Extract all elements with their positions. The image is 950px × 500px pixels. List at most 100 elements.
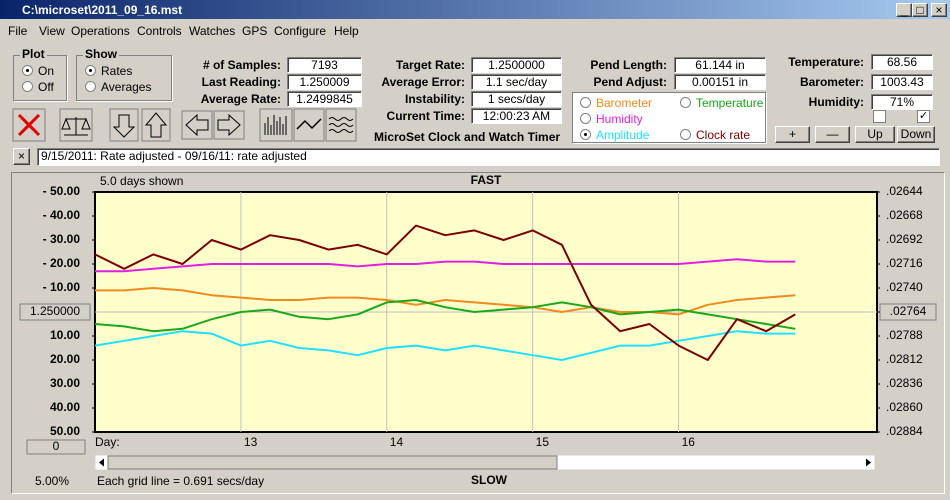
radio[interactable] xyxy=(680,129,691,140)
menu-item[interactable]: Controls xyxy=(137,24,182,38)
radio[interactable] xyxy=(580,113,591,124)
y2-tick-label: .02716 xyxy=(886,256,923,270)
caption: MicroSet Clock and Watch Timer xyxy=(374,130,561,144)
radio[interactable] xyxy=(680,97,691,108)
offset-button[interactable] xyxy=(26,439,86,455)
button[interactable]: Up xyxy=(855,126,895,143)
menu-item[interactable]: View xyxy=(39,24,65,38)
x-label: Day: xyxy=(95,435,120,449)
field-value[interactable]: 61.144 in xyxy=(674,57,766,73)
field-label: Humidity: xyxy=(808,95,864,109)
notes-close[interactable]: × xyxy=(13,148,30,165)
x-tick-label: 15 xyxy=(536,435,550,449)
menu-item[interactable]: Help xyxy=(334,24,359,38)
field-value[interactable]: 7193 xyxy=(287,57,362,73)
field-value[interactable]: 1.1 sec/day xyxy=(471,74,562,90)
plot-group xyxy=(13,55,67,101)
series-line xyxy=(95,287,796,316)
minimize[interactable]: _ xyxy=(896,3,912,17)
tool-button[interactable] xyxy=(12,108,46,142)
y-tick-label: - 20.00 xyxy=(43,256,81,270)
button[interactable]: — xyxy=(815,126,850,143)
tool-button[interactable] xyxy=(59,108,93,142)
legend-item[interactable]: Temperature xyxy=(680,96,763,110)
field-label: Target Rate: xyxy=(395,58,465,72)
radio[interactable]: Rates xyxy=(85,64,132,78)
tool-button[interactable] xyxy=(141,108,171,142)
field-value[interactable]: 0.00151 in xyxy=(674,74,766,90)
legend-item[interactable]: Clock rate xyxy=(680,128,750,142)
field-value[interactable]: 1.2500000 xyxy=(471,57,562,73)
y-tick-label: 40.00 xyxy=(50,400,80,414)
legend-item[interactable]: Barometer xyxy=(580,96,652,110)
button[interactable]: + xyxy=(775,126,810,143)
tool-button[interactable] xyxy=(109,108,139,142)
checkbox[interactable]: ✓ xyxy=(917,110,930,123)
menu-item[interactable]: GPS xyxy=(242,24,268,38)
field-value[interactable]: 1 secs/day xyxy=(471,91,562,107)
footer: Each grid line = 0.691 secs/day xyxy=(97,474,264,488)
checkbox[interactable] xyxy=(873,110,886,123)
series-line xyxy=(94,299,796,333)
y-tick-label: - 40.00 xyxy=(43,208,81,222)
chart-frame xyxy=(11,172,945,494)
menu-item[interactable]: File xyxy=(8,24,28,38)
legend-label: Clock rate xyxy=(696,128,751,142)
radio-label: Off xyxy=(38,80,54,94)
maximize[interactable]: □ xyxy=(912,3,928,17)
legend-label: Amplitude xyxy=(596,128,650,142)
field-label: Average Rate: xyxy=(200,92,281,106)
button[interactable]: Down xyxy=(897,126,935,143)
tool-button[interactable] xyxy=(213,110,245,140)
field-label: Last Reading: xyxy=(201,75,281,89)
field-value[interactable]: 1.2499845 xyxy=(287,91,362,107)
menu-item[interactable]: Configure xyxy=(274,24,327,38)
legend-item[interactable]: Amplitude xyxy=(580,128,649,142)
field-value[interactable]: 71% xyxy=(871,94,933,110)
tool-button[interactable] xyxy=(325,108,357,142)
field-label: Temperature: xyxy=(788,55,864,69)
field-label: Barometer: xyxy=(799,75,864,89)
scale-label: 5.00% xyxy=(35,474,69,488)
legend-label: Temperature xyxy=(696,96,764,110)
scroll-thumb[interactable] xyxy=(107,455,558,470)
radio[interactable] xyxy=(580,97,591,108)
y2-tick-label: .02884 xyxy=(886,424,923,438)
y-tick-label: - 50.00 xyxy=(43,184,81,198)
tool-button[interactable] xyxy=(293,108,325,142)
menu-item[interactable]: Operations xyxy=(71,24,130,38)
radio[interactable]: Averages xyxy=(85,80,151,94)
tool-button[interactable] xyxy=(181,110,213,140)
y2-tick-label: .02764 xyxy=(890,304,927,318)
close[interactable]: × xyxy=(931,3,947,17)
legend-item[interactable]: Humidity xyxy=(580,112,643,126)
y2-tick-label: .02812 xyxy=(886,352,923,366)
y2-tick-label: .02836 xyxy=(886,376,923,390)
toolbar xyxy=(12,108,357,142)
field-label: Pend Adjust: xyxy=(593,75,667,89)
y2-tick-label: .02740 xyxy=(886,280,923,294)
field-label: # of Samples: xyxy=(202,58,281,72)
radio[interactable]: Off xyxy=(22,80,54,94)
subtitle: 5.0 days shown xyxy=(100,174,183,188)
window-title: C:\microset\2011_09_16.mst xyxy=(22,3,183,17)
field-value[interactable]: 68.56 xyxy=(871,54,933,70)
tool-button[interactable] xyxy=(259,108,293,142)
y2-tick-label: .02644 xyxy=(886,184,923,198)
radio[interactable]: On xyxy=(22,64,54,78)
show-group xyxy=(76,55,172,101)
rate-button[interactable] xyxy=(19,303,91,321)
field-value[interactable]: 1003.43 xyxy=(871,74,933,90)
notes-field[interactable]: 9/15/2011: Rate adjusted - 09/16/11: rat… xyxy=(37,148,940,166)
radio-label: Averages xyxy=(101,80,152,94)
field-label: Instability: xyxy=(404,92,465,106)
x-tick-label: 14 xyxy=(390,435,404,449)
y2-tick-label: .02860 xyxy=(886,400,923,414)
radio[interactable] xyxy=(580,129,591,140)
chart: 5.0 days shown FAST SLOW Day: Each grid line… xyxy=(19,173,937,488)
field-value[interactable]: 1.250009 xyxy=(287,74,362,90)
menu-item[interactable]: Watches xyxy=(189,24,236,38)
y2-tick-label: .02788 xyxy=(886,328,923,342)
y-tick-label: 20.00 xyxy=(50,352,80,366)
field-value[interactable]: 12:00:23 AM xyxy=(471,108,562,124)
